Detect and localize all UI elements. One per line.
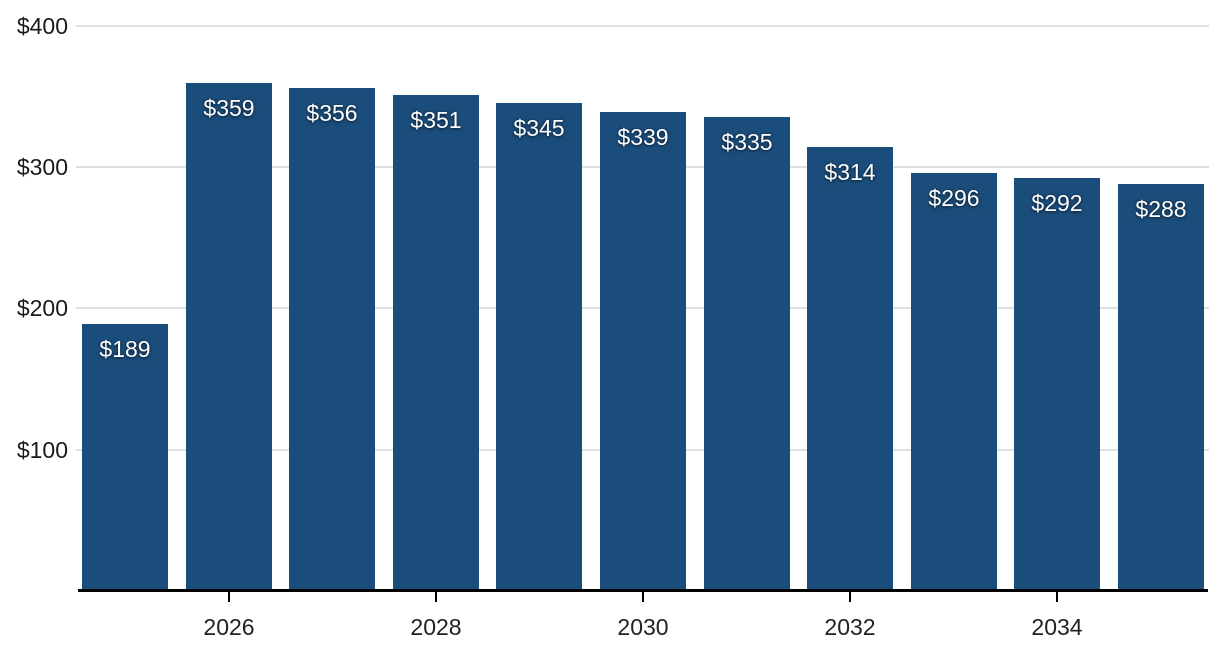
y-axis-tick-label: $400 <box>16 13 68 39</box>
bar-value-label: $345 <box>513 115 565 141</box>
bar: $339 <box>600 112 686 591</box>
x-axis-tick <box>228 592 230 602</box>
bar: $314 <box>807 147 893 591</box>
bar-value-label: $288 <box>1135 196 1187 222</box>
bar-value-label: $339 <box>617 124 669 150</box>
x-axis-tick-label: 2034 <box>1031 614 1083 640</box>
x-axis-tick <box>642 592 644 602</box>
bar: $335 <box>704 117 790 591</box>
bar: $288 <box>1118 184 1204 591</box>
y-axis-tick-label: $300 <box>16 154 68 180</box>
bar: $345 <box>496 103 582 591</box>
bar: $356 <box>289 88 375 591</box>
x-axis-tick-label: 2028 <box>410 614 462 640</box>
bar-value-label: $296 <box>928 185 980 211</box>
bar: $359 <box>186 83 272 591</box>
bar-value-label: $356 <box>306 100 358 126</box>
bar: $292 <box>1014 178 1100 591</box>
bar: $296 <box>911 173 997 591</box>
x-axis-tick <box>1056 592 1058 602</box>
x-axis-tick-label: 2032 <box>824 614 876 640</box>
bar-value-label: $335 <box>721 129 773 155</box>
x-axis-line <box>78 589 1208 592</box>
y-axis-tick-label: $200 <box>16 295 68 321</box>
x-axis-tick-label: 2030 <box>617 614 669 640</box>
bar: $189 <box>82 324 168 591</box>
x-axis-tick <box>435 592 437 602</box>
gridline <box>76 25 1209 27</box>
x-axis-tick-label: 2026 <box>203 614 255 640</box>
bar-value-label: $189 <box>99 336 151 362</box>
bar-value-label: $359 <box>203 95 255 121</box>
bar: $351 <box>393 95 479 591</box>
x-axis-tick <box>849 592 851 602</box>
y-axis-tick-label: $100 <box>16 437 68 463</box>
bar-value-label: $314 <box>824 159 876 185</box>
bar-value-label: $292 <box>1031 190 1083 216</box>
bar-value-label: $351 <box>410 107 462 133</box>
